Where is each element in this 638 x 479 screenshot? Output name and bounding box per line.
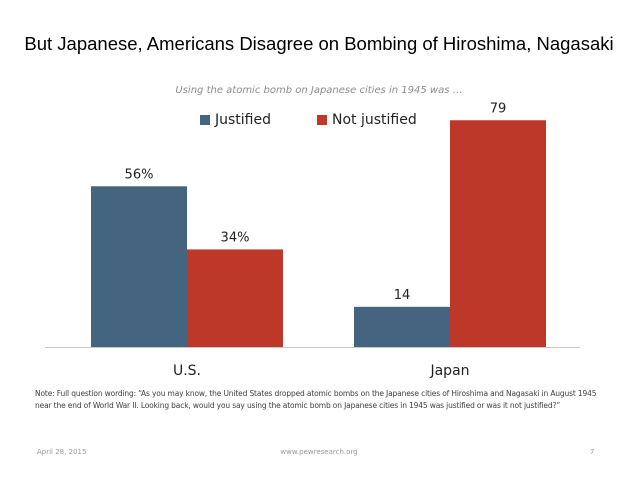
footer-date: April 28, 2015: [37, 448, 87, 456]
data-label: 34%: [221, 230, 250, 245]
chart-subtitle: Using the atomic bomb on Japanese cities…: [175, 85, 463, 96]
page-number: 7: [590, 448, 595, 456]
legend-swatch-not-justified: [317, 115, 327, 125]
legend-swatch-justified: [200, 115, 210, 125]
bar-japan-not-justified: [450, 120, 546, 348]
footnote: Note: Full question wording: “As you may…: [35, 389, 597, 410]
bar-us-not-justified: [187, 249, 283, 347]
slide-title: But Japanese, Americans Disagree on Bomb…: [24, 33, 614, 54]
footer-url: www.pewresearch.org: [280, 448, 358, 456]
legend-label-not-justified: Not justified: [332, 112, 417, 128]
data-label: 79: [490, 101, 507, 116]
legend-label-justified: Justified: [214, 112, 271, 128]
data-label: 56%: [125, 167, 154, 182]
x-tick-label: Japan: [429, 363, 469, 379]
bar-chart: Justified Not justified 56% 34% U.S. 14 79 Japa…: [45, 101, 580, 379]
bar-us-justified: [91, 186, 187, 347]
x-tick-label: U.S.: [173, 363, 201, 379]
data-label: 14: [394, 288, 411, 303]
bar-japan-justified: [354, 306, 450, 347]
